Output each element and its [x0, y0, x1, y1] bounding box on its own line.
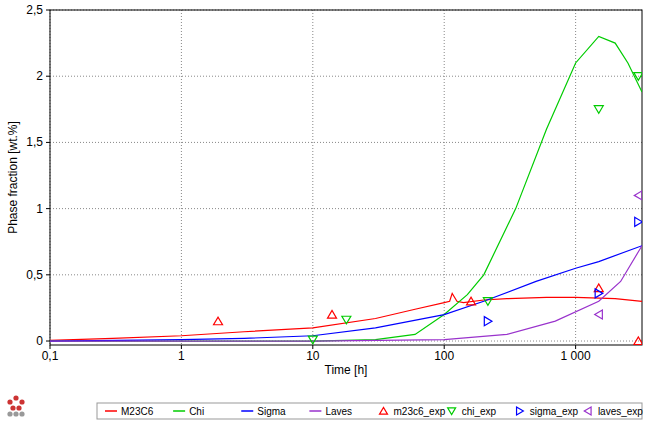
legend-label: Chi — [189, 406, 204, 417]
legend-symbol — [448, 408, 456, 415]
data-point — [635, 217, 642, 226]
tick-label: 2 — [36, 69, 43, 83]
legend-label: M23C6 — [121, 406, 154, 417]
logo-dot — [19, 399, 24, 404]
legend-symbol — [241, 410, 253, 412]
grid-line — [50, 208, 642, 209]
tick-label: 100 — [434, 349, 454, 363]
plot-frame — [50, 10, 642, 345]
data-point — [594, 106, 603, 114]
logo-dot — [16, 405, 21, 410]
tick-label: 0,1 — [42, 349, 59, 363]
tick-mark — [46, 274, 50, 275]
data-point — [467, 297, 476, 305]
legend-symbol — [309, 410, 321, 412]
tick-label: 1 — [178, 349, 185, 363]
data-point — [483, 298, 492, 306]
data-line — [50, 246, 642, 341]
data-point — [634, 73, 642, 81]
tick-label: 1 — [36, 202, 43, 216]
plot-area — [50, 10, 642, 345]
y-axis-label: Phase fraction [wt.%] — [6, 121, 20, 234]
grid-line — [50, 142, 642, 143]
x-axis-label: Time [h] — [325, 363, 368, 377]
logo-dot — [13, 411, 18, 416]
data-point — [634, 191, 642, 200]
legend-label: Laves — [325, 406, 352, 417]
grid-line — [181, 10, 182, 345]
legend-label: chi_exp — [462, 406, 497, 417]
legend-symbol — [517, 407, 524, 415]
data-point — [595, 310, 603, 319]
logo-dot — [10, 405, 15, 410]
logo-dot — [7, 411, 12, 416]
logo-dot — [13, 395, 18, 400]
tick-label: 0 — [36, 334, 43, 348]
data-point — [308, 336, 317, 344]
tick-label: 1,5 — [26, 135, 43, 149]
tick-label: 10 — [306, 349, 320, 363]
legend-label: sigma_exp — [530, 406, 579, 417]
chart: 0,1 1 10 100 1 000 0 0,5 1 1,5 2 2,5 Time [h] Phase … — [0, 0, 650, 424]
data-line — [50, 293, 642, 340]
tick-label: 2,5 — [26, 3, 43, 17]
tick-mark — [46, 76, 50, 77]
tick-label: 0,5 — [26, 268, 43, 282]
grid-line — [575, 10, 576, 345]
legend-label: Sigma — [257, 406, 286, 417]
data-line — [50, 246, 642, 341]
tick-label: 1 000 — [561, 349, 591, 363]
logo-dot — [7, 399, 12, 404]
data-point — [342, 316, 351, 324]
tick-mark — [46, 142, 50, 143]
legend-symbol — [584, 407, 591, 415]
legend: M23C6 Chi Sigma Laves m23c6_exp chi_exp sigma_… — [97, 403, 643, 419]
data-point — [214, 317, 223, 325]
data-point — [634, 337, 642, 345]
tick-mark — [46, 208, 50, 209]
grid-line — [312, 10, 313, 345]
data-line — [50, 36, 642, 341]
marks — [50, 36, 642, 344]
legend-symbol — [105, 410, 117, 412]
tick-mark — [46, 341, 50, 342]
logo — [7, 395, 24, 416]
legend-box — [97, 403, 642, 419]
grid-line — [50, 76, 642, 77]
legend-symbol — [380, 407, 388, 414]
legend-label: laves_exp — [598, 406, 643, 417]
data-point — [328, 310, 337, 318]
tick-mark — [46, 10, 50, 11]
legend-symbol — [173, 410, 185, 412]
grid-line — [444, 10, 445, 345]
logo-dot — [19, 411, 24, 416]
data-point — [484, 317, 492, 326]
data-point — [595, 289, 603, 298]
legend-label: m23c6_exp — [394, 406, 446, 417]
